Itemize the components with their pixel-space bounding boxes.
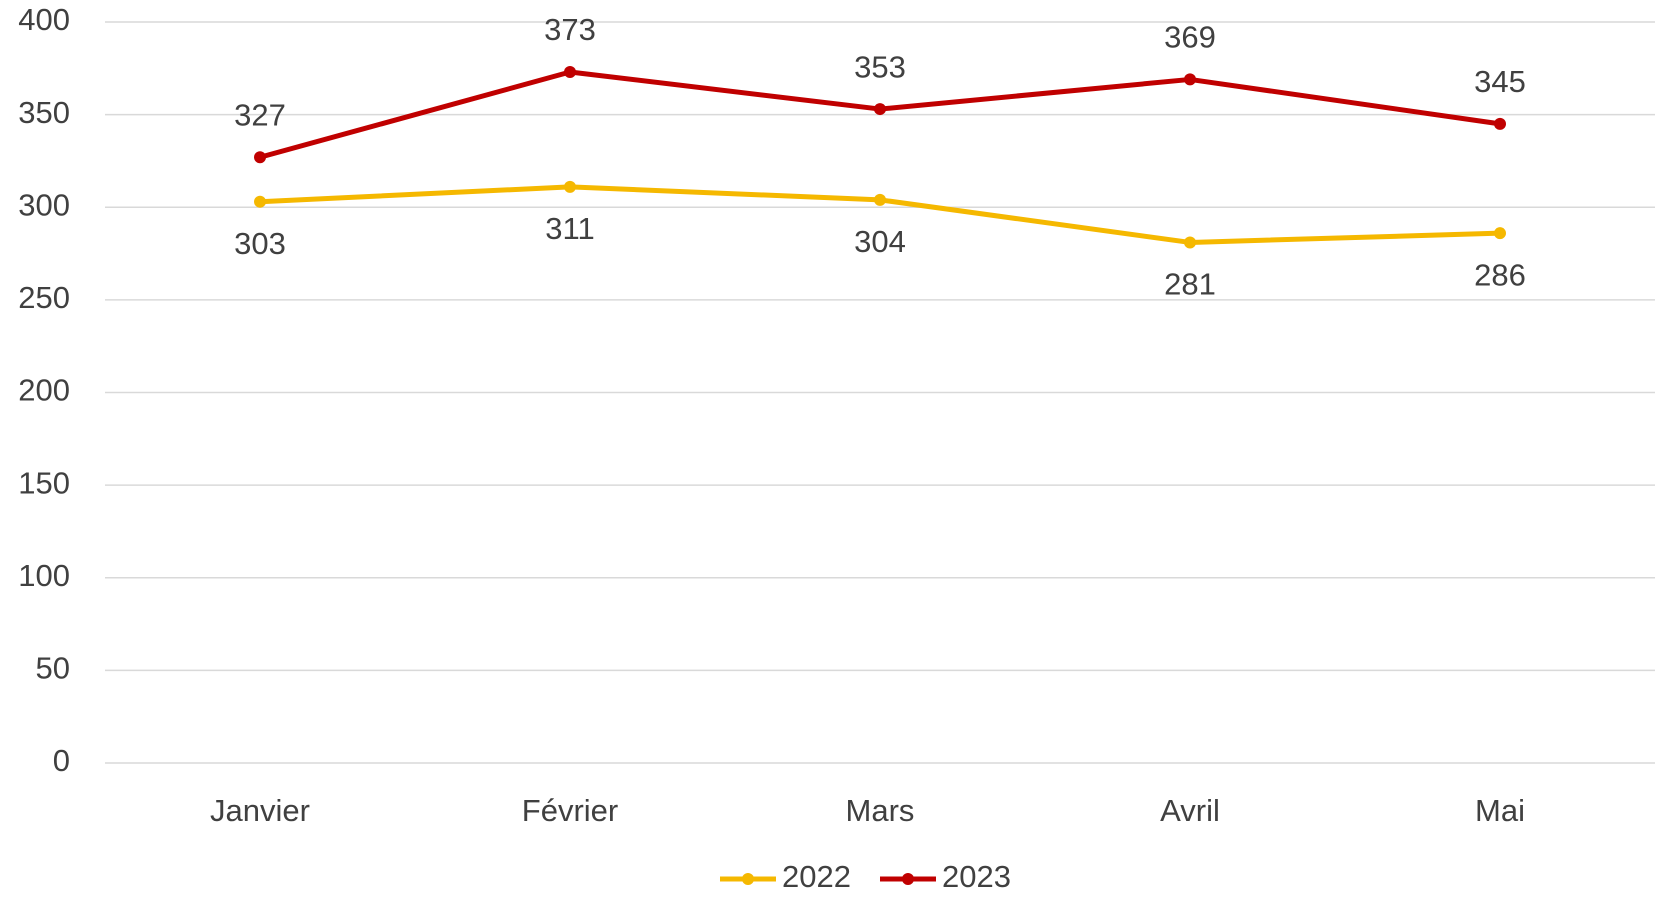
y-tick-label: 200 (18, 373, 70, 408)
data-label: 345 (1474, 64, 1526, 99)
legend-label: 2023 (942, 859, 1011, 894)
data-label: 369 (1164, 20, 1216, 55)
y-tick-label: 350 (18, 95, 70, 130)
y-tick-label: 100 (18, 558, 70, 593)
data-point (1494, 117, 1506, 130)
data-label: 311 (545, 211, 594, 246)
data-label: 373 (544, 12, 596, 47)
data-point (874, 193, 886, 206)
legend-item: 2023 (880, 859, 1011, 894)
data-point (1184, 73, 1196, 86)
y-tick-label: 150 (18, 465, 70, 500)
y-tick-label: 400 (18, 2, 70, 37)
legend-item: 2022 (720, 859, 851, 894)
data-point (254, 151, 266, 164)
legend-label: 2022 (782, 859, 851, 894)
data-point (1494, 227, 1506, 240)
data-point (874, 103, 886, 116)
legend-marker (902, 873, 914, 885)
data-label: 304 (854, 224, 906, 259)
x-tick-label: Janvier (210, 793, 310, 828)
x-tick-label: Avril (1160, 793, 1220, 828)
y-tick-label: 50 (36, 651, 70, 686)
data-point (564, 180, 576, 193)
data-label: 353 (854, 49, 906, 84)
y-tick-label: 0 (53, 743, 70, 778)
data-label: 327 (234, 97, 286, 132)
x-tick-label: Mai (1475, 793, 1525, 828)
x-tick-label: Mars (846, 793, 915, 828)
x-tick-label: Février (522, 793, 618, 828)
data-label: 286 (1474, 257, 1526, 292)
data-label: 303 (234, 226, 286, 261)
data-point (254, 195, 266, 208)
data-label: 281 (1164, 267, 1216, 302)
legend-marker (742, 873, 754, 885)
y-tick-label: 300 (18, 187, 70, 222)
data-point (1184, 236, 1196, 249)
data-point (564, 66, 576, 79)
y-tick-label: 250 (18, 280, 70, 315)
